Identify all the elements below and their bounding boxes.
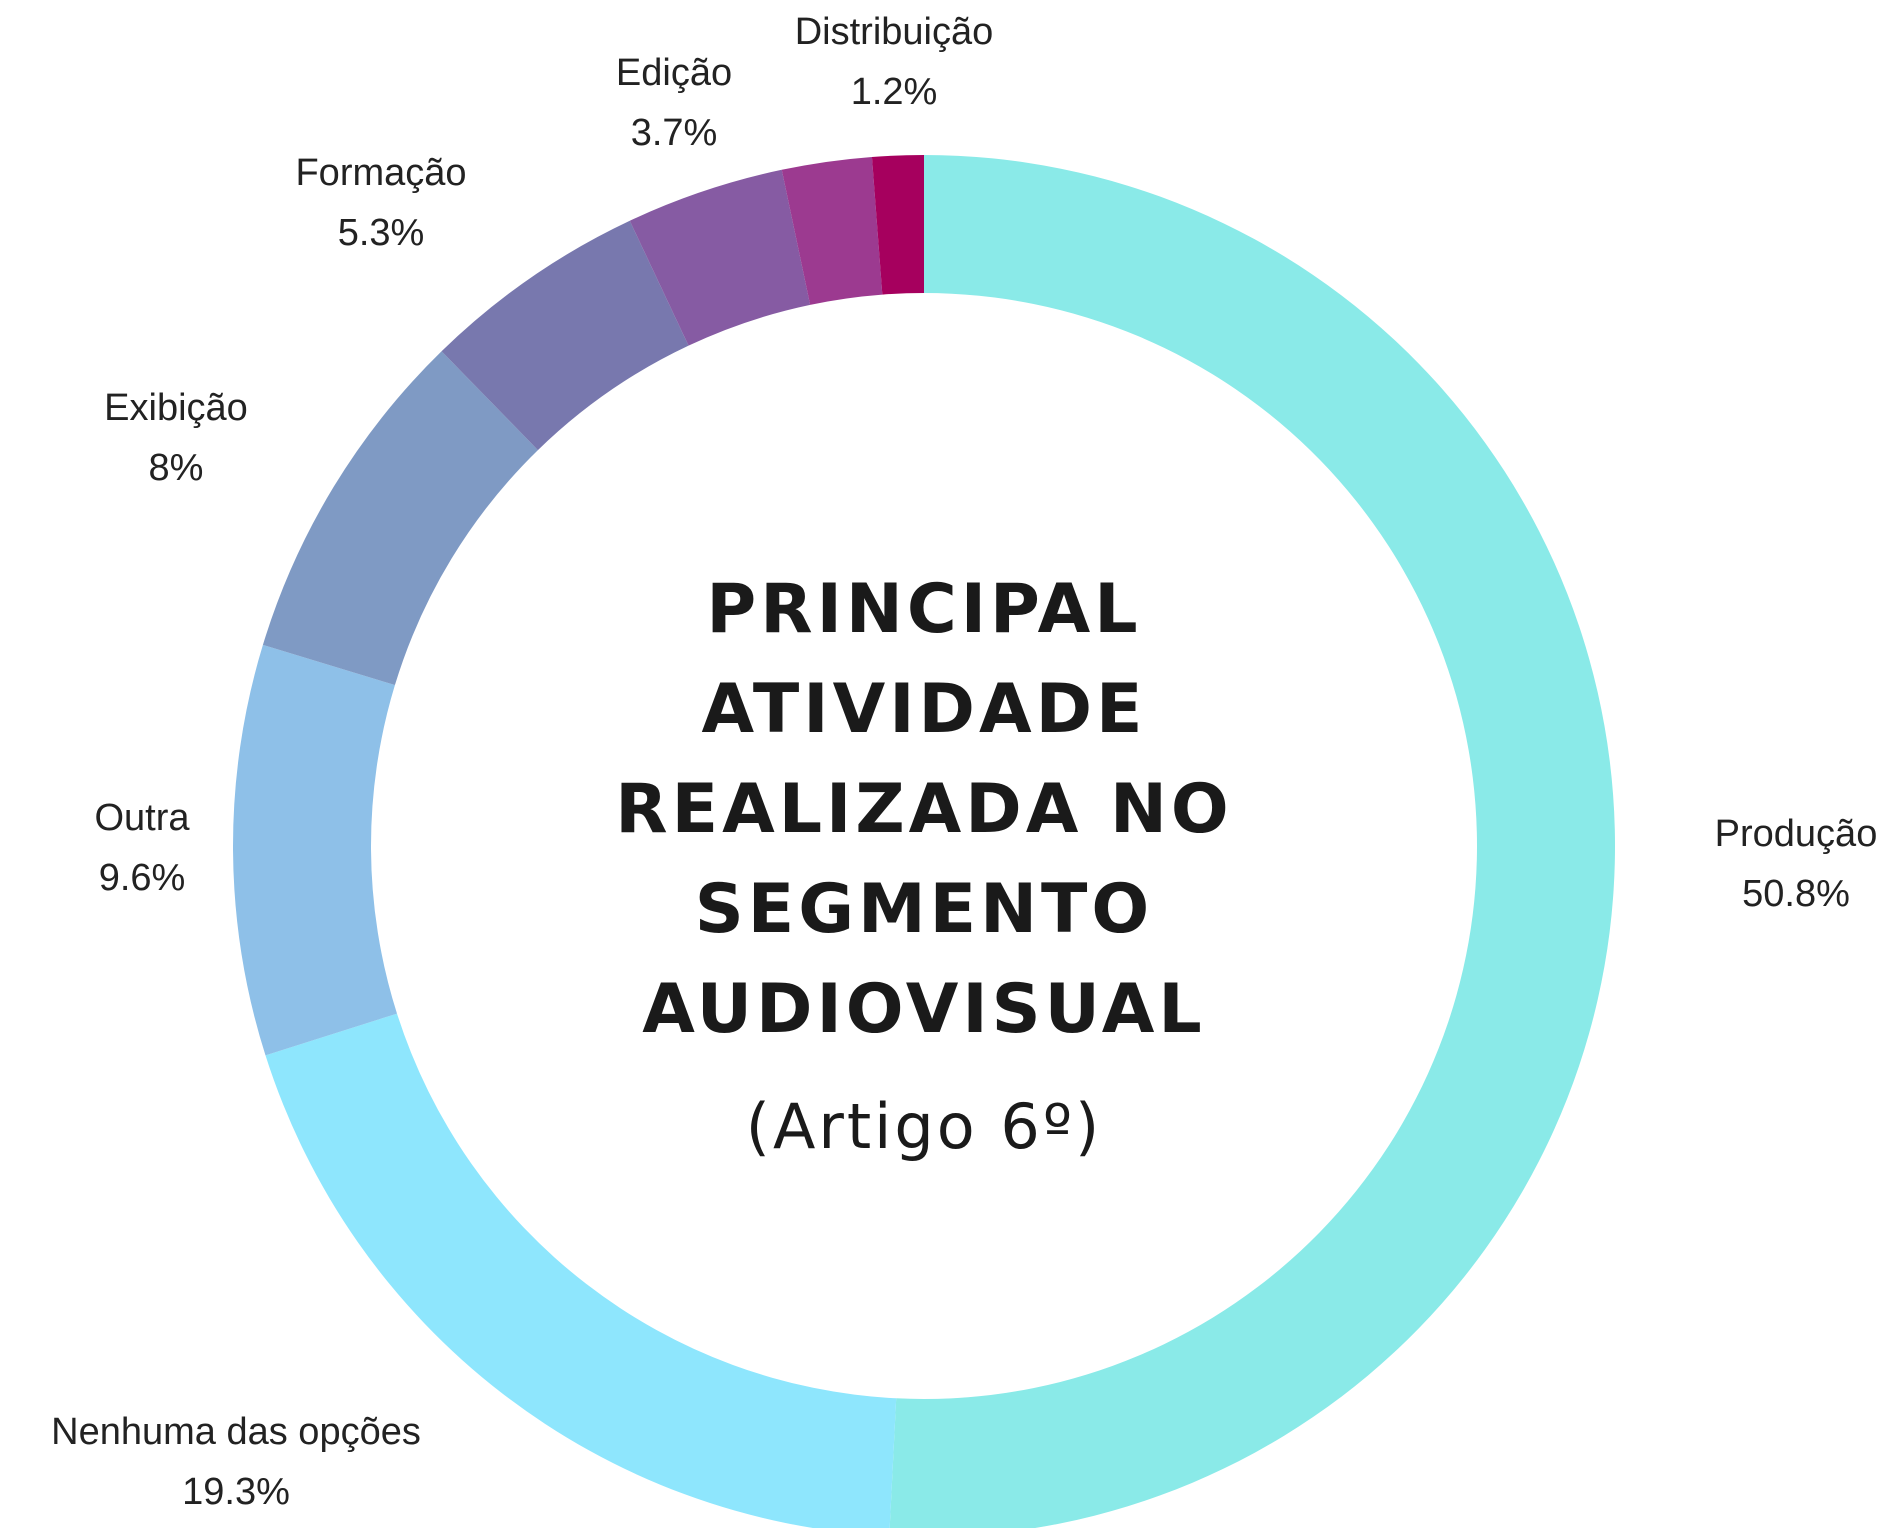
slice-label: Exibição bbox=[104, 387, 248, 429]
donut-slice bbox=[232, 644, 398, 1056]
donut-slice bbox=[629, 169, 811, 346]
slice-value-label: 3.7% bbox=[631, 112, 718, 154]
slice-value-label: 5.3% bbox=[338, 212, 425, 254]
slice-value-label: 50.8% bbox=[1742, 873, 1850, 915]
slice-value-label: 19.3% bbox=[182, 1471, 290, 1513]
donut-slice bbox=[262, 351, 538, 686]
donut-slice bbox=[889, 155, 1615, 1528]
slice-label: Distribuição bbox=[795, 11, 994, 53]
slice-label: Edição bbox=[616, 52, 732, 94]
donut-slice bbox=[871, 155, 924, 295]
slice-label: Produção bbox=[1715, 813, 1878, 855]
slice-value-label: 8% bbox=[149, 447, 204, 489]
chart-subtitle: (Artigo 6º) bbox=[745, 1090, 1103, 1163]
slice-label: Outra bbox=[94, 797, 190, 839]
donut-slice bbox=[781, 156, 883, 305]
donut-slice bbox=[441, 220, 689, 451]
slice-value-label: 1.2% bbox=[851, 71, 938, 113]
slice-label: Formação bbox=[295, 152, 466, 194]
chart-title: PRINCIPAL ATIVIDADE REALIZADA NO SEGMENT… bbox=[615, 570, 1233, 1049]
slice-value-label: 9.6% bbox=[99, 857, 186, 899]
slice-label: Nenhuma das opções bbox=[51, 1411, 421, 1453]
donut-slice bbox=[265, 1013, 897, 1528]
